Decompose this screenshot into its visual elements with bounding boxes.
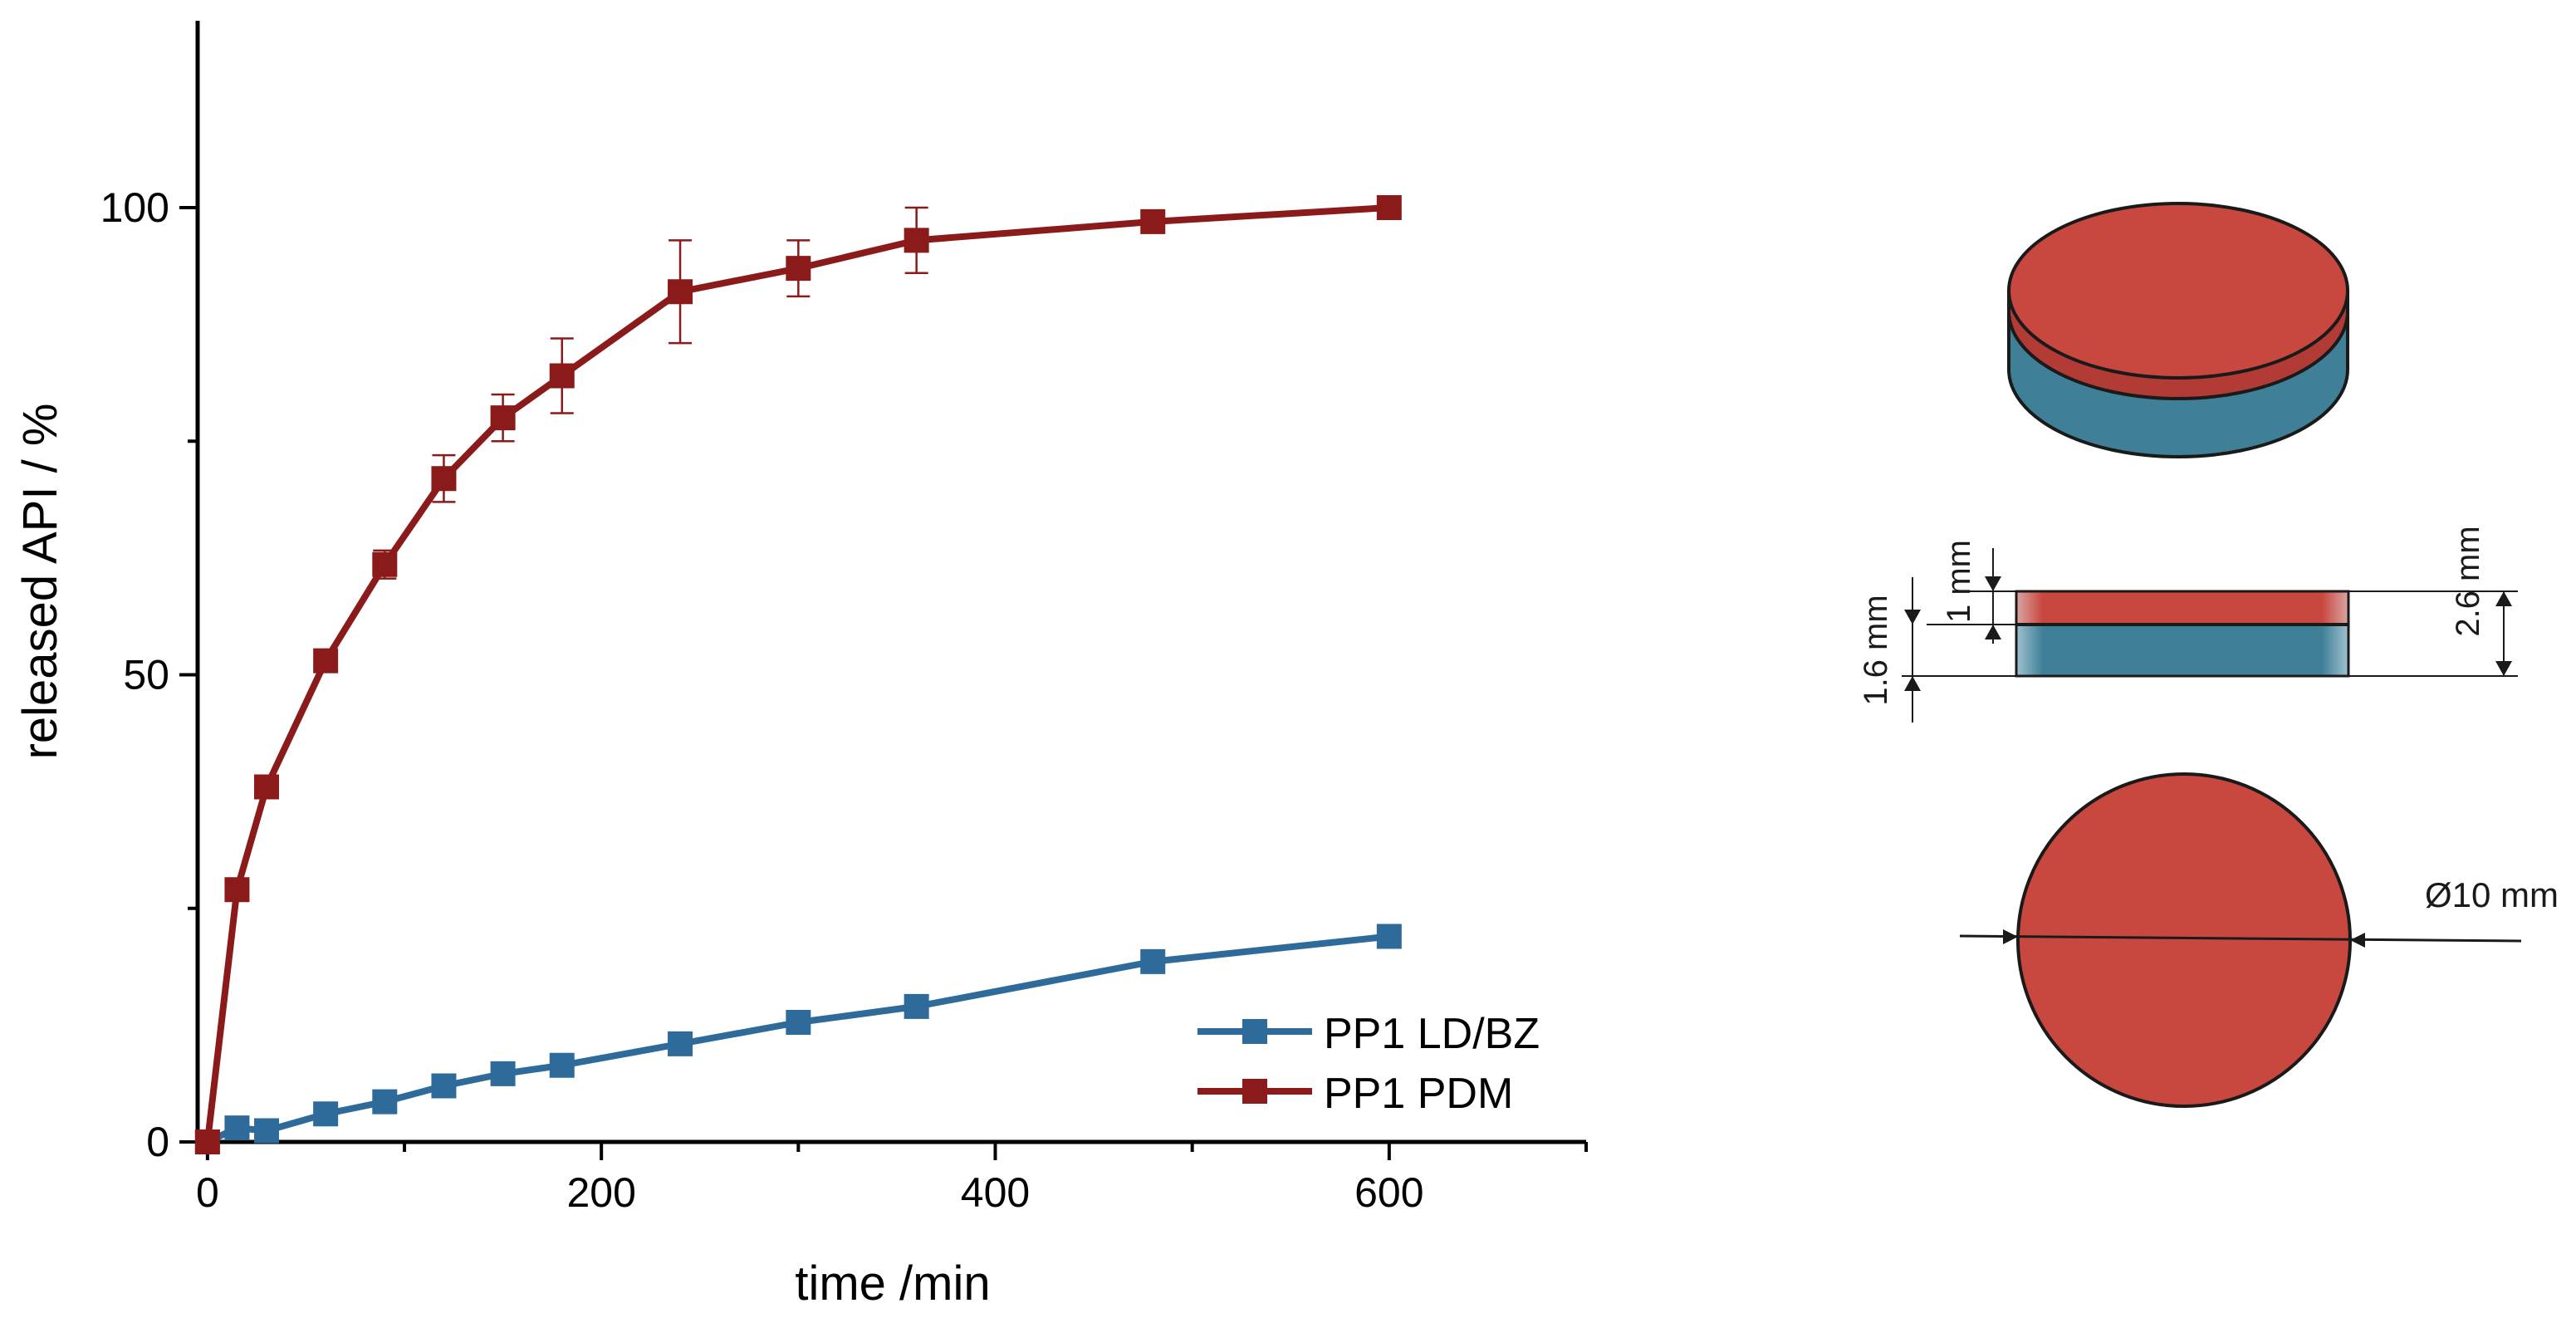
y-axis-label: released API / % [13, 404, 67, 760]
data-point [904, 993, 929, 1019]
dim-1-6mm-label: 1.6 mm [1858, 595, 1894, 705]
x-tick-label: 200 [566, 1169, 635, 1216]
x-ticks: 0 200 400 600 [196, 1142, 1588, 1216]
data-point [904, 228, 929, 253]
data-point [786, 256, 811, 282]
legend-entry-ld-bz: PP1 LD/BZ [1197, 1010, 1540, 1058]
series-0 [194, 924, 1402, 1154]
data-point [786, 1010, 811, 1035]
tablet-3d-view [2007, 202, 2349, 458]
data-point [549, 1052, 575, 1078]
series-line [203, 204, 1390, 1143]
data-point [194, 1129, 220, 1154]
arrow-down-icon [1985, 576, 2001, 591]
dim-2-6mm-label: 2.6 mm [2450, 526, 2486, 636]
x-tick-label: 0 [196, 1169, 219, 1216]
side-outline [2015, 590, 2350, 678]
arrow-up-icon [2495, 591, 2512, 606]
y-tick-label: 100 [100, 184, 169, 231]
tablet-top-view: Ø10 mm [1959, 772, 2559, 1108]
data-point [372, 551, 398, 577]
data-point [372, 1089, 398, 1115]
data-point [1140, 948, 1166, 974]
data-point [668, 1031, 693, 1056]
legend-marker-pdm [1242, 1079, 1267, 1104]
legend-entry-pdm: PP1 PDM [1197, 1070, 1513, 1118]
tablet-side-view: 1 mm 1.6 mm 2.6 mm [1858, 526, 2518, 723]
data-point [224, 877, 250, 903]
x-tick-label: 600 [1354, 1169, 1423, 1216]
chart-axes [195, 21, 1586, 1144]
tablet-diagram: 1 mm 1.6 mm 2.6 mm Ø10 mm [1858, 202, 2559, 1108]
tablet-3d-top-face [2007, 202, 2349, 380]
x-axis-label: time /min [795, 1257, 990, 1311]
side-top-layer [2016, 591, 2348, 625]
legend: PP1 LD/BZ PP1 PDM [1197, 1010, 1540, 1118]
release-chart: 0 200 400 600 0 50 100 time /min released API… [13, 21, 1588, 1311]
arrow-down-icon [2495, 661, 2512, 676]
arrow-left-icon [2350, 933, 2365, 948]
arrow-up-icon [1904, 676, 1921, 691]
arrow-up-icon [1985, 625, 2001, 639]
data-point [313, 1101, 339, 1127]
arrow-down-icon [1904, 610, 1921, 625]
x-tick-label: 400 [961, 1169, 1030, 1216]
data-point [1376, 195, 1402, 220]
side-bottom-layer [2016, 625, 2348, 676]
y-tick-label: 50 [123, 652, 169, 698]
dim-diameter-label: Ø10 mm [2425, 875, 2559, 914]
legend-marker-ld-bz [1242, 1019, 1267, 1044]
data-point [224, 1115, 250, 1141]
data-point [431, 1073, 457, 1099]
data-point [1140, 208, 1166, 234]
arrow-right-icon [2003, 929, 2018, 944]
legend-label-pdm: PP1 PDM [1324, 1070, 1513, 1118]
data-point [549, 363, 575, 389]
data-point [313, 648, 339, 674]
series-layer [194, 195, 1402, 1154]
data-point [1376, 924, 1402, 949]
legend-label-ld-bz: PP1 LD/BZ [1324, 1010, 1540, 1058]
y-tick-label: 0 [146, 1119, 169, 1165]
diameter-line [1959, 934, 2522, 943]
data-point [490, 1061, 516, 1086]
data-point [254, 774, 280, 800]
y-ticks: 0 50 100 [100, 184, 198, 1165]
data-point [431, 466, 457, 492]
data-point [668, 279, 693, 305]
series-1 [194, 195, 1402, 1154]
data-point [490, 405, 516, 431]
data-point [254, 1118, 280, 1144]
dim-1mm-label: 1 mm [1941, 540, 1977, 623]
